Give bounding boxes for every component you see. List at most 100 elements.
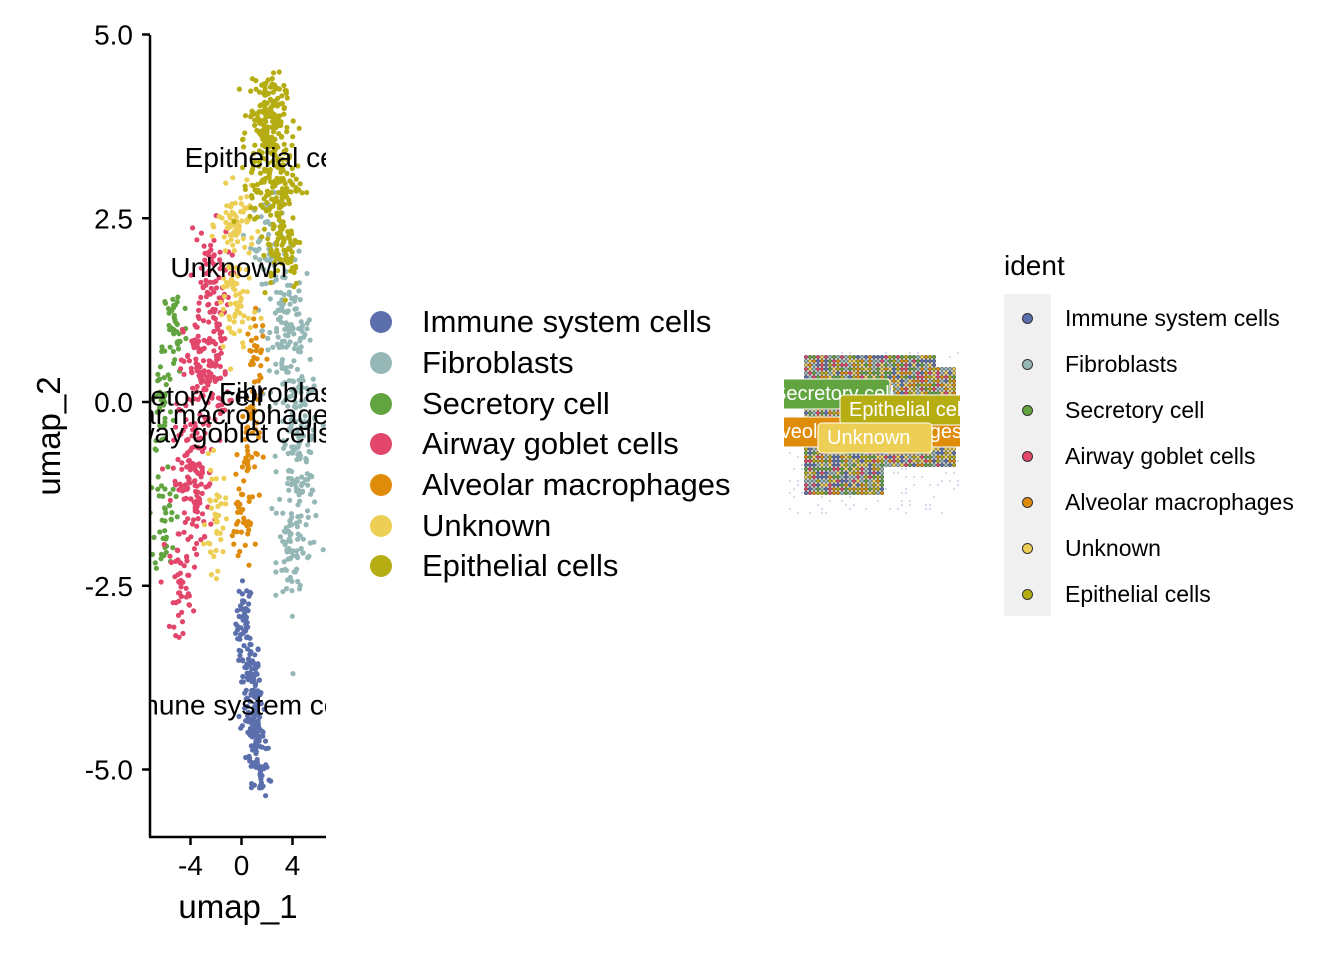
- tissue-spot: [820, 470, 825, 475]
- tissue-spot: [844, 454, 849, 459]
- data-point: [231, 319, 237, 325]
- data-point: [168, 559, 174, 566]
- data-point: [250, 150, 257, 157]
- tissue-spot: [931, 358, 936, 363]
- data-point: [270, 158, 276, 164]
- tissue-spot: [903, 383, 908, 388]
- tissue-spot: [855, 482, 860, 487]
- data-point: [264, 149, 270, 155]
- tissue-spot: [832, 358, 837, 363]
- data-point: [273, 361, 279, 367]
- data-point: [240, 236, 246, 242]
- legend-swatch: [370, 352, 392, 375]
- series-unknown: [201, 175, 264, 582]
- data-point: [268, 149, 274, 155]
- tissue-spot: [808, 490, 813, 495]
- data-point: [299, 474, 305, 480]
- tissue-spot: [812, 478, 817, 483]
- data-point: [252, 426, 258, 432]
- tissue-spot: [847, 367, 852, 372]
- data-point: [245, 713, 251, 719]
- data-point: [208, 247, 214, 253]
- data-point: [279, 93, 285, 99]
- ident-legend-swatch: [1022, 496, 1033, 508]
- ident-legend-swatch: [1022, 588, 1033, 600]
- data-point: [155, 486, 161, 492]
- data-point: [159, 348, 165, 354]
- data-point: [232, 311, 238, 318]
- data-point: [296, 125, 302, 131]
- data-point: [180, 630, 186, 637]
- data-point: [170, 465, 176, 471]
- background-spot: [828, 499, 832, 503]
- tissue-spot: [851, 458, 856, 463]
- tissue-spot: [840, 470, 845, 475]
- tissue-spot: [840, 363, 845, 368]
- tissue-spot: [923, 458, 928, 463]
- tissue-spot: [927, 363, 932, 368]
- data-point: [276, 69, 282, 75]
- data-point: [243, 664, 249, 671]
- data-point: [283, 525, 289, 531]
- tissue-spot: [855, 375, 860, 380]
- data-point: [217, 249, 223, 255]
- tissue-spot: [836, 482, 841, 487]
- data-point: [260, 323, 266, 329]
- tissue-spot: [931, 363, 936, 368]
- tissue-spot: [804, 354, 809, 359]
- tissue-spot: [927, 375, 932, 380]
- tissue-spot: [828, 466, 833, 471]
- data-point: [239, 723, 245, 729]
- tissue-spot: [911, 367, 916, 372]
- data-point: [246, 658, 252, 664]
- tissue-spot: [871, 375, 876, 380]
- data-point: [161, 436, 167, 442]
- data-point: [297, 297, 303, 303]
- data-point: [222, 336, 228, 342]
- tissue-spot: [863, 478, 868, 483]
- data-point: [240, 606, 246, 612]
- tissue-spot: [824, 474, 829, 479]
- data-point: [310, 376, 316, 382]
- tissue-spot: [816, 466, 821, 471]
- data-point: [215, 568, 221, 574]
- tissue-spot: [943, 371, 948, 376]
- data-point: [264, 129, 270, 135]
- data-point: [153, 447, 159, 453]
- data-point: [269, 76, 275, 82]
- data-point: [276, 205, 282, 211]
- data-point: [239, 464, 245, 470]
- x-axis-ticks: -4 0 4: [178, 837, 300, 881]
- data-point: [231, 248, 237, 254]
- data-point: [232, 200, 238, 206]
- data-point: [182, 305, 188, 311]
- data-point: [173, 424, 179, 430]
- tissue-spot: [907, 358, 912, 363]
- background-spot: [820, 507, 824, 511]
- data-point: [211, 553, 217, 560]
- data-point: [305, 476, 311, 482]
- data-point: [194, 237, 200, 243]
- data-point: [281, 148, 287, 154]
- data-point: [305, 424, 311, 430]
- data-point: [194, 551, 200, 558]
- data-point: [183, 417, 189, 423]
- data-point: [244, 444, 250, 450]
- data-point: [200, 358, 207, 364]
- data-point: [265, 124, 271, 130]
- data-point: [223, 279, 230, 285]
- tissue-spot: [863, 482, 868, 487]
- tissue-spot: [939, 379, 944, 384]
- data-point: [258, 363, 264, 369]
- data-point: [249, 690, 256, 696]
- data-point: [254, 451, 260, 457]
- tissue-spot: [923, 354, 928, 359]
- data-point: [240, 136, 246, 142]
- tissue-spot: [931, 387, 936, 392]
- data-point: [244, 523, 250, 529]
- data-point: [260, 454, 266, 460]
- data-point: [244, 425, 250, 431]
- tissue-spot: [915, 458, 920, 463]
- spatial-spots: [788, 351, 960, 515]
- data-point: [208, 242, 214, 248]
